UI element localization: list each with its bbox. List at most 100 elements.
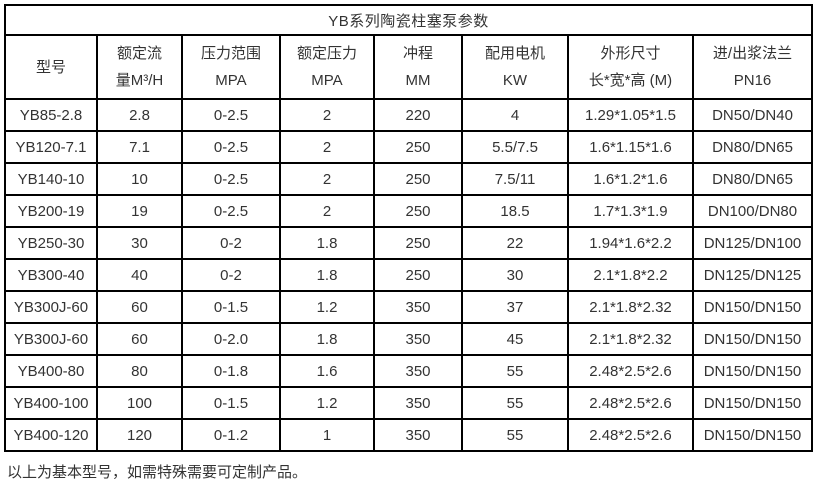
column-header-line1: 冲程 — [402, 45, 433, 62]
table-row: YB200-19 19 0-2.5 2 250 18.5 1.7*1.3*1.9 DN100/… — [4, 194, 814, 228]
table-cell: YB85-2.8 — [4, 98, 98, 132]
table-row: YB300J-60 60 0-1.5 1.2 350 37 2.1*1.8*2.32 DN15… — [4, 290, 814, 324]
column-header-line1: 配用电机 — [484, 45, 545, 62]
table-cell: 1.2 — [279, 386, 375, 420]
table-cell: 2.8 — [96, 98, 183, 132]
table-cell: 250 — [373, 194, 463, 228]
table-cell: DN125/DN125 — [691, 258, 814, 292]
table-cell: 19 — [96, 194, 183, 228]
table-row: YB140-10 10 0-2.5 2 250 7.5/11 1.6*1.2*1.6 DN80… — [4, 162, 814, 196]
table-cell: 40 — [96, 258, 183, 292]
table-body: YB85-2.8 2.8 0-2.5 2 220 4 1.29*1.05*1.5 DN50/D… — [4, 98, 814, 452]
table-cell: 350 — [373, 386, 463, 420]
column-header-line2: MPA — [311, 72, 343, 89]
table-cell: 220 — [373, 98, 463, 132]
table-cell: 2 — [279, 162, 375, 196]
table-cell: 1.6*1.15*1.6 — [567, 130, 694, 164]
column-header: 冲程 MM — [373, 34, 463, 100]
table-cell: 0-2.0 — [181, 322, 281, 356]
column-header: 配用电机 KW — [461, 34, 569, 100]
table-cell: YB300-40 — [4, 258, 98, 292]
column-header-line2: PN16 — [733, 72, 772, 89]
table-cell: DN50/DN40 — [691, 98, 814, 132]
table-cell: 100 — [96, 386, 183, 420]
column-header-line1: 压力范围 — [200, 45, 261, 62]
table-cell: 1.2 — [279, 290, 375, 324]
table-row: YB400-120 120 0-1.2 1 350 55 2.48*2.5*2.6 DN150… — [4, 418, 814, 452]
table-cell: 0-2.5 — [181, 98, 281, 132]
table-cell: 1.6 — [279, 354, 375, 388]
table-cell: YB200-19 — [4, 194, 98, 228]
table-cell: DN150/DN150 — [691, 322, 814, 356]
table-row: YB300-40 40 0-2 1.8 250 30 2.1*1.8*2.2 DN125/DN… — [4, 258, 814, 292]
table-cell: 37 — [461, 290, 569, 324]
table-row: YB250-30 30 0-2 1.8 250 22 1.94*1.6*2.2 DN125/D… — [4, 226, 814, 260]
table-cell: DN150/DN150 — [691, 418, 814, 452]
table-cell: 10 — [96, 162, 183, 196]
table-cell: 350 — [373, 354, 463, 388]
column-header: 压力范围 MPA — [181, 34, 281, 100]
table-cell: DN150/DN150 — [691, 386, 814, 420]
table-cell: 0-1.8 — [181, 354, 281, 388]
table-cell: 1.8 — [279, 258, 375, 292]
column-header-line2: 长*宽*高 (M) — [588, 72, 673, 89]
table-cell: 4 — [461, 98, 569, 132]
table-cell: 1.29*1.05*1.5 — [567, 98, 694, 132]
table-cell: DN150/DN150 — [691, 290, 814, 324]
table-cell: YB140-10 — [4, 162, 98, 196]
table-cell: 1.94*1.6*2.2 — [567, 226, 694, 260]
column-header-line2: 量M³/H — [115, 72, 164, 89]
table-cell: YB400-80 — [4, 354, 98, 388]
table-row: YB85-2.8 2.8 0-2.5 2 220 4 1.29*1.05*1.5 DN50/D… — [4, 98, 814, 132]
table-cell: 0-1.2 — [181, 418, 281, 452]
table-cell: 22 — [461, 226, 569, 260]
table-cell: 7.5/11 — [461, 162, 569, 196]
table-cell: 2.48*2.5*2.6 — [567, 386, 694, 420]
table-title: YB系列陶瓷柱塞泵参数 — [3, 4, 814, 36]
table-cell: YB250-30 — [4, 226, 98, 260]
table-cell: DN125/DN100 — [691, 226, 814, 260]
table-cell: 55 — [461, 386, 569, 420]
table-cell: 2.48*2.5*2.6 — [567, 418, 694, 452]
table-cell: 250 — [373, 162, 463, 196]
table-header-row: 型号 额定流 量M³/H 压力范围 MPA 额定压力 MPA 冲程 MM 配用电机 KW 外形尺寸长*… — [4, 34, 814, 100]
column-header-line2: MM — [405, 72, 431, 89]
table-cell: 1.7*1.3*1.9 — [567, 194, 694, 228]
table-cell: 350 — [373, 322, 463, 356]
table-cell: 55 — [461, 418, 569, 452]
table-cell: DN80/DN65 — [691, 162, 814, 196]
table-cell: 2.48*2.5*2.6 — [567, 354, 694, 388]
table-cell: DN80/DN65 — [691, 130, 814, 164]
table-cell: 5.5/7.5 — [461, 130, 569, 164]
table-cell: 0-1.5 — [181, 386, 281, 420]
table-cell: YB400-100 — [4, 386, 98, 420]
column-header-line1: 额定压力 — [296, 45, 357, 62]
column-header: 型号 — [4, 34, 98, 100]
table-cell: 0-2.5 — [181, 194, 281, 228]
table-cell: YB400-120 — [4, 418, 98, 452]
column-header-line1: 外形尺寸 — [600, 45, 661, 62]
table-row: YB300J-60 60 0-2.0 1.8 350 45 2.1*1.8*2.32 DN15… — [4, 322, 814, 356]
table-row: YB400-80 80 0-1.8 1.6 350 55 2.48*2.5*2.6 DN150… — [4, 354, 814, 388]
table-cell: 250 — [373, 258, 463, 292]
column-header: 进/出浆法兰 PN16 — [691, 34, 814, 100]
table-cell: 1.8 — [279, 322, 375, 356]
table-cell: 120 — [96, 418, 183, 452]
table-cell: 1.6*1.2*1.6 — [567, 162, 694, 196]
table-cell: 1 — [279, 418, 375, 452]
table-cell: 0-2.5 — [181, 130, 281, 164]
table-cell: 350 — [373, 418, 463, 452]
column-header: 额定流 量M³/H — [96, 34, 183, 100]
table-cell: 2.1*1.8*2.32 — [567, 322, 694, 356]
table-cell: 350 — [373, 290, 463, 324]
table-row: YB120-7.1 7.1 0-2.5 2 250 5.5/7.5 1.6*1.15*1.6… — [4, 130, 814, 164]
table-cell: 0-2.5 — [181, 162, 281, 196]
table-cell: 250 — [373, 226, 463, 260]
column-header-line1: 进/出浆法兰 — [712, 45, 793, 62]
table-cell: 0-1.5 — [181, 290, 281, 324]
column-header-line2: KW — [502, 72, 528, 89]
table-cell: 7.1 — [96, 130, 183, 164]
footer-note: 以上为基本型号，如需特殊需要可定制产品。 — [7, 464, 308, 481]
table-title-row: YB系列陶瓷柱塞泵参数 — [3, 4, 814, 36]
pump-spec-table: YB系列陶瓷柱塞泵参数 型号 额定流 量M³/H 压力范围 MPA 额定压力 MPA 冲程 MM… — [3, 4, 814, 452]
